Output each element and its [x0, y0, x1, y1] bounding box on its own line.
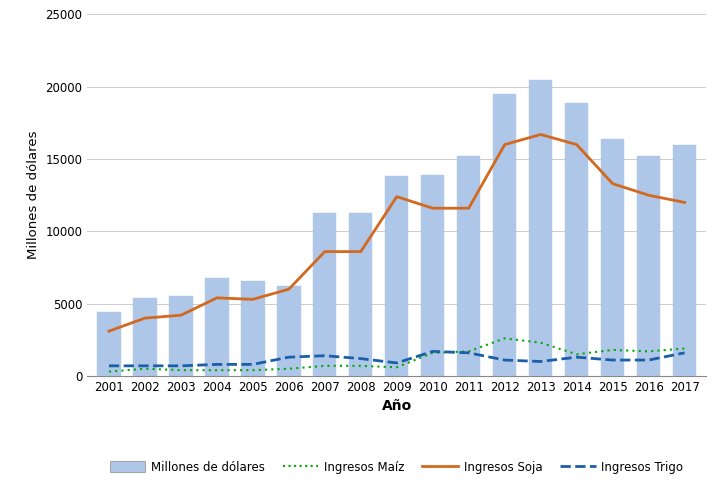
Bar — [421, 175, 444, 376]
Bar — [637, 156, 660, 376]
Bar — [457, 156, 480, 376]
Legend: Millones de dólares, Ingresos Maíz, Ingresos Soja, Ingresos Trigo: Millones de dólares, Ingresos Maíz, Ingr… — [106, 456, 688, 479]
Bar — [98, 312, 121, 376]
Bar — [277, 286, 301, 376]
Bar — [349, 213, 373, 376]
Bar — [385, 176, 408, 376]
Bar — [169, 296, 193, 376]
Bar — [313, 213, 336, 376]
Bar — [241, 281, 264, 376]
X-axis label: Año: Año — [381, 400, 412, 414]
Bar — [529, 80, 553, 376]
Bar — [601, 139, 625, 376]
Bar — [133, 298, 157, 376]
Bar — [673, 145, 696, 376]
Bar — [493, 94, 516, 376]
Bar — [205, 278, 229, 376]
Bar — [565, 103, 588, 376]
Y-axis label: Millones de dólares: Millones de dólares — [27, 131, 40, 259]
